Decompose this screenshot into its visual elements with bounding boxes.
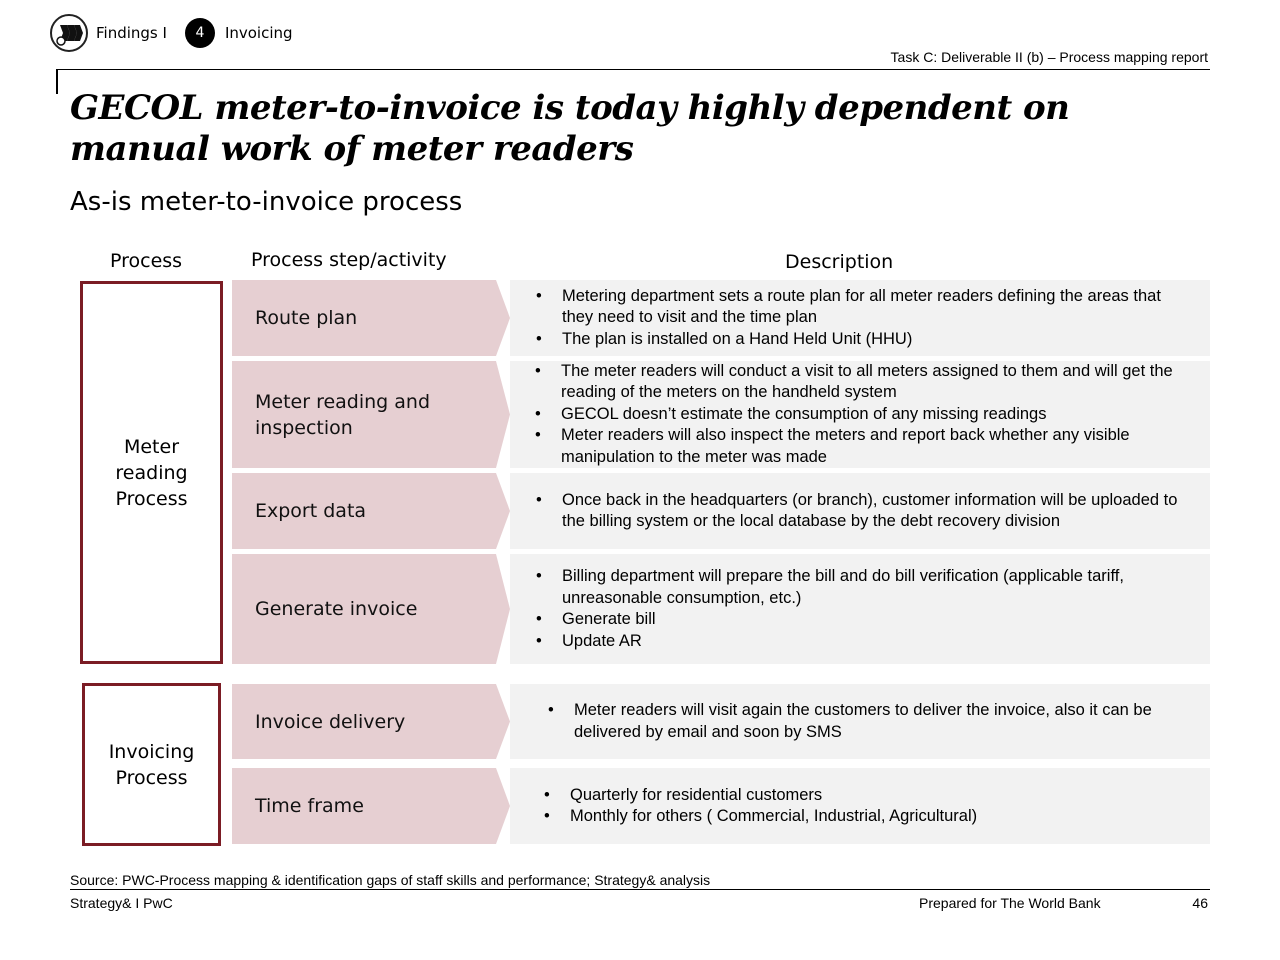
process-description: Quarterly for residential customers Mont… — [510, 768, 1210, 844]
process-description: Meter readers will visit again the custo… — [510, 684, 1210, 759]
process-step-label: Generate invoice — [255, 598, 418, 620]
description-bullet: The plan is installed on a Hand Held Uni… — [536, 329, 1196, 351]
process-group-meter-reading: Meter reading Process — [80, 281, 223, 664]
process-description: Once back in the headquarters (or branch… — [510, 473, 1210, 549]
description-bullet: Meter readers will visit again the custo… — [548, 700, 1196, 743]
header-rule — [56, 69, 1210, 70]
process-group-invoicing: Invoicing Process — [82, 683, 221, 846]
description-bullet: Quarterly for residential customers — [544, 785, 977, 807]
column-header-process: Process — [110, 250, 183, 272]
process-step-label: Export data — [255, 500, 367, 522]
process-row-meter-reading: Meter reading and inspection The meter r… — [232, 361, 1210, 468]
column-header-description: Description — [785, 251, 894, 273]
process-step-label: Invoice delivery — [255, 710, 406, 733]
description-bullet: The meter readers will conduct a visit t… — [535, 361, 1196, 404]
column-header-step: Process step/activity — [251, 249, 447, 271]
logo-icon — [50, 14, 88, 52]
process-row-export-data: Export data Once back in the headquarter… — [232, 473, 1210, 549]
process-description: Billing department will prepare the bill… — [510, 554, 1210, 664]
process-row-invoice-delivery: Invoice delivery Meter readers will visi… — [232, 684, 1210, 759]
process-row-generate-invoice: Generate invoice Billing department will… — [232, 554, 1210, 664]
process-group-label: Meter reading Process — [115, 435, 188, 510]
task-label: Task C: Deliverable II (b) – Process map… — [890, 49, 1208, 65]
nav-step-badge: 4 — [184, 18, 215, 48]
breadcrumb-nav: Findings I 4 Invoicing — [50, 14, 293, 52]
footer-brand: Strategy& I PwC — [70, 895, 173, 911]
process-step-label: Meter reading and inspection — [255, 390, 431, 439]
header-tick — [56, 69, 58, 94]
process-step: Generate invoice — [232, 554, 510, 664]
page-number: 46 — [1192, 895, 1208, 911]
process-step: Route plan — [232, 280, 510, 356]
description-bullet: Update AR — [536, 631, 1196, 653]
description-bullet: Generate bill — [536, 609, 1196, 631]
footer-prepared-for: Prepared for The World Bank — [919, 895, 1101, 911]
process-row-time-frame: Time frame Quarterly for residential cus… — [232, 768, 1210, 844]
description-bullet: Once back in the headquarters (or branch… — [536, 490, 1196, 533]
description-bullet: Billing department will prepare the bill… — [536, 566, 1196, 609]
process-group-label: Invoicing Process — [108, 740, 195, 789]
process-step-label: Time frame — [255, 795, 364, 817]
source-note: Source: PWC-Process mapping & identifica… — [70, 872, 711, 888]
description-bullet: GECOL doesn’t estimate the consumption o… — [535, 404, 1196, 426]
process-row-route-plan: Route plan Metering department sets a ro… — [232, 280, 1210, 356]
process-step: Invoice delivery — [232, 684, 510, 759]
process-description: Metering department sets a route plan fo… — [510, 280, 1210, 356]
process-step: Meter reading and inspection — [232, 361, 510, 468]
page-title: GECOL meter-to-invoice is today highly d… — [70, 88, 1070, 169]
footer-rule — [70, 889, 1210, 890]
process-step: Time frame — [232, 768, 510, 844]
nav-current-label: Invoicing — [224, 24, 293, 42]
page-subtitle: As-is meter-to-invoice process — [70, 187, 463, 217]
process-step: Export data — [232, 473, 510, 549]
nav-section-label: Findings I — [96, 24, 167, 42]
process-step-label: Route plan — [255, 307, 358, 329]
process-description: The meter readers will conduct a visit t… — [510, 361, 1210, 468]
description-bullet: Metering department sets a route plan fo… — [536, 286, 1196, 329]
description-bullet: Monthly for others ( Commercial, Industr… — [544, 806, 977, 828]
description-bullet: Meter readers will also inspect the mete… — [535, 425, 1196, 468]
